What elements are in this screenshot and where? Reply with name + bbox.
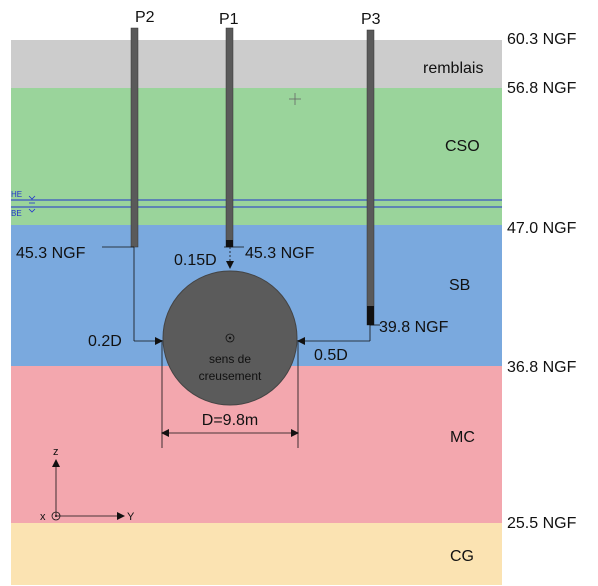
axis-label-z: z xyxy=(53,446,59,458)
excavation-direction-icon xyxy=(225,333,235,343)
level-mc-base: 25.5 NGF xyxy=(507,515,577,532)
pile-p1-toe xyxy=(226,240,233,247)
layer-name-mc: MC xyxy=(450,429,475,446)
level-remblais-base: 56.8 NGF xyxy=(507,80,577,97)
level-sb-base: 36.8 NGF xyxy=(507,359,577,376)
pile-p2 xyxy=(130,27,139,248)
water-symbol-icon xyxy=(28,195,36,213)
pile-toe-p3: 39.8 NGF xyxy=(379,319,449,336)
layer-remblais xyxy=(11,40,502,88)
axis-label-x: x xyxy=(40,511,46,523)
layer-name-cso: CSO xyxy=(445,138,480,155)
layer-name-cg: CG xyxy=(450,548,474,565)
pile-name-p3: P3 xyxy=(361,11,381,28)
axis-label-y: Y xyxy=(127,511,135,523)
water-label-he: HE xyxy=(11,190,22,199)
dim-p1-gap: 0.15D xyxy=(174,252,217,269)
dim-p3-offset: 0.5D xyxy=(314,347,348,364)
pile-toe-p2: 45.3 NGF xyxy=(16,245,86,262)
dim-diameter: D=9.8m xyxy=(202,412,258,429)
x-axis-out-icon xyxy=(51,511,61,521)
coordinate-axes: z x Y xyxy=(40,446,135,523)
tunnel-label-line2: creusement xyxy=(199,369,262,383)
pile-name-p2: P2 xyxy=(135,9,155,26)
layer-cso xyxy=(11,88,502,225)
layer-cg xyxy=(11,523,502,585)
layer-name-remblais: remblais xyxy=(423,60,483,77)
layer-name-sb: SB xyxy=(449,277,470,294)
pile-toe-p1: 45.3 NGF xyxy=(245,245,315,262)
pile-name-p1: P1 xyxy=(219,11,239,28)
crosshair-cursor-icon xyxy=(289,93,301,105)
level-cso-base: 47.0 NGF xyxy=(507,220,577,237)
dim-p2-offset: 0.2D xyxy=(88,333,122,350)
pile-p1 xyxy=(225,27,234,248)
pile-p3 xyxy=(366,29,375,326)
tunnel-label-line1: sens de xyxy=(209,352,251,366)
pile-p3-toe xyxy=(367,306,374,325)
level-top: 60.3 NGF xyxy=(507,31,577,48)
water-label-be: BE xyxy=(11,209,22,218)
